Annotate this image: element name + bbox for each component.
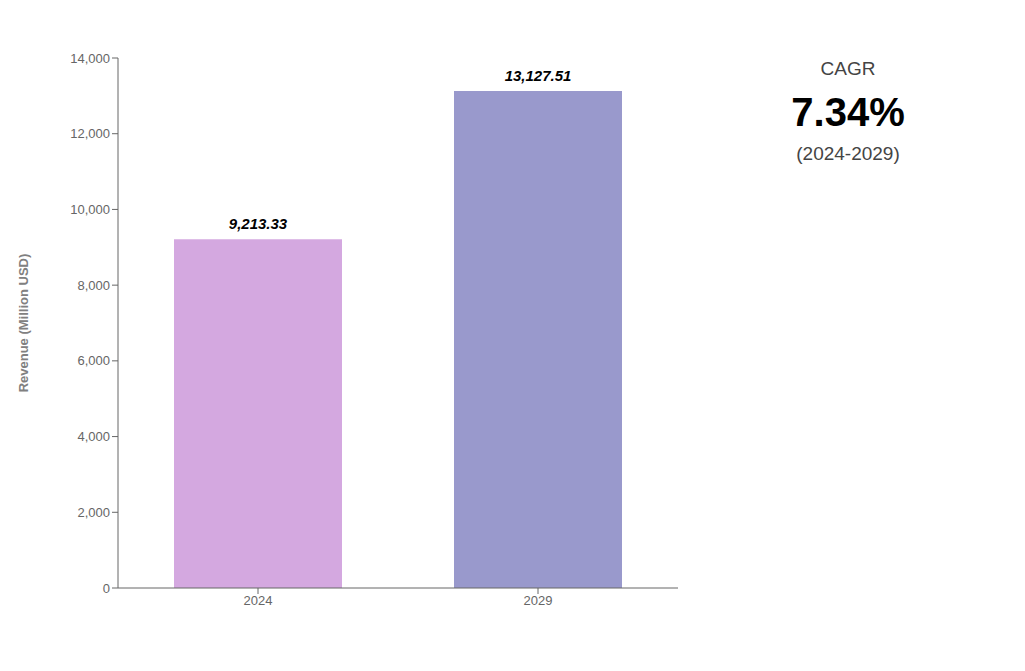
svg-text:Revenue (Million USD): Revenue (Million USD) — [16, 254, 31, 393]
svg-text:2,000: 2,000 — [77, 505, 110, 520]
html-text:(2024-2029): (2024-2029) — [796, 143, 900, 164]
svg-text:2024: 2024 — [244, 593, 273, 608]
svg-text:12,000: 12,000 — [70, 126, 110, 141]
svg-text:4,000: 4,000 — [77, 429, 110, 444]
svg-text:2029: 2029 — [524, 593, 553, 608]
svg-text:9,213.33: 9,213.33 — [229, 215, 288, 232]
html-text:7.34%: 7.34% — [791, 90, 905, 134]
html-text:CAGR: CAGR — [820, 58, 876, 79]
svg-text:8,000: 8,000 — [77, 278, 110, 293]
svg-text:6,000: 6,000 — [77, 353, 110, 368]
svg-text:10,000: 10,000 — [70, 202, 110, 217]
svg-text:14,000: 14,000 — [70, 51, 110, 66]
svg-text:13,127.51: 13,127.51 — [505, 67, 572, 84]
svg-text:0: 0 — [103, 581, 110, 596]
